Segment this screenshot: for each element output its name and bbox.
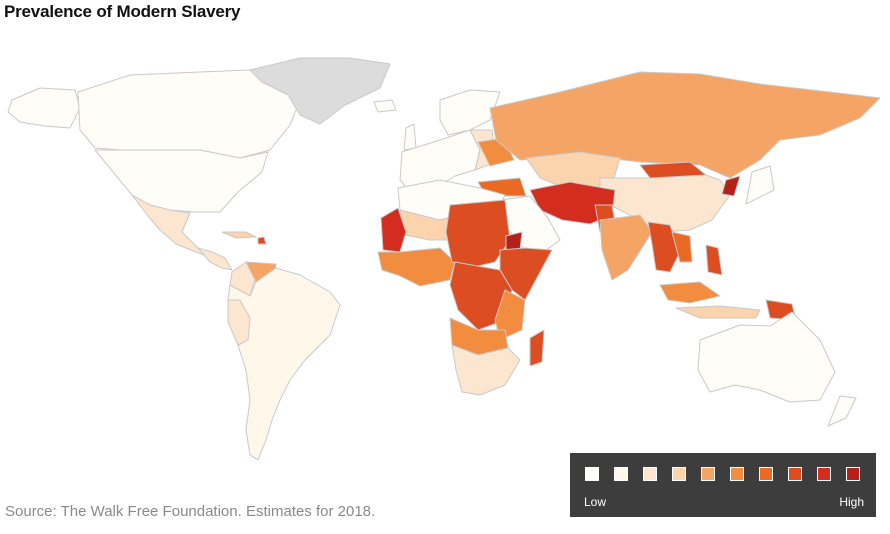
legend-swatch-1 — [585, 467, 599, 481]
region-usa[interactable] — [94, 149, 269, 213]
legend-high-label: High — [839, 495, 864, 509]
legend-low-label: Low — [584, 495, 607, 509]
region-uk[interactable] — [403, 123, 417, 151]
region-malaysia-indonesia[interactable] — [659, 281, 721, 304]
region-southern-africa[interactable] — [451, 344, 521, 396]
region-alaska[interactable] — [7, 87, 81, 129]
region-philippines[interactable] — [705, 244, 723, 276]
region-peru[interactable] — [227, 299, 251, 346]
region-new-zealand[interactable] — [827, 395, 857, 427]
source-note: Source: The Walk Free Foundation. Estima… — [5, 503, 376, 520]
region-japan[interactable] — [745, 165, 775, 205]
legend-swatch-9 — [817, 467, 831, 481]
region-south-america[interactable] — [227, 267, 341, 461]
region-australia[interactable] — [697, 311, 836, 403]
region-east-africa[interactable] — [494, 289, 526, 341]
region-canada[interactable] — [77, 69, 301, 159]
legend-swatch-7 — [759, 467, 773, 481]
region-indochina[interactable] — [671, 231, 693, 263]
page-title: Prevalence of Modern Slavery — [4, 2, 241, 21]
region-central-america[interactable] — [197, 247, 233, 271]
legend-swatch-6 — [730, 467, 744, 481]
color-scale-legend: Low High — [570, 453, 876, 517]
region-haiti[interactable] — [257, 236, 267, 245]
region-scandinavia[interactable] — [439, 89, 501, 136]
legend-swatch-3 — [643, 467, 657, 481]
region-india[interactable] — [599, 214, 653, 281]
legend-swatch-2 — [614, 467, 628, 481]
region-central-africa[interactable] — [449, 261, 513, 331]
region-myanmar-thailand[interactable] — [647, 221, 681, 273]
region-madagascar[interactable] — [529, 329, 545, 367]
region-chad-sudan[interactable] — [445, 199, 511, 269]
legend-swatch-10 — [846, 467, 860, 481]
legend-swatch-4 — [672, 467, 686, 481]
region-north-korea[interactable] — [721, 175, 741, 197]
region-greenland[interactable] — [249, 57, 391, 125]
region-indonesia-south[interactable] — [675, 305, 761, 319]
region-mauritania[interactable] — [380, 207, 407, 253]
legend-swatch-8 — [788, 467, 802, 481]
region-west-africa[interactable] — [377, 247, 456, 287]
region-china[interactable] — [599, 174, 731, 233]
legend-swatch-5 — [701, 467, 715, 481]
region-iceland[interactable] — [373, 99, 397, 113]
region-cuba[interactable] — [221, 231, 257, 239]
